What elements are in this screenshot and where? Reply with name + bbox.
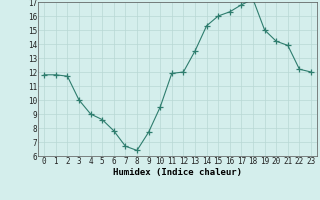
X-axis label: Humidex (Indice chaleur): Humidex (Indice chaleur) xyxy=(113,168,242,177)
